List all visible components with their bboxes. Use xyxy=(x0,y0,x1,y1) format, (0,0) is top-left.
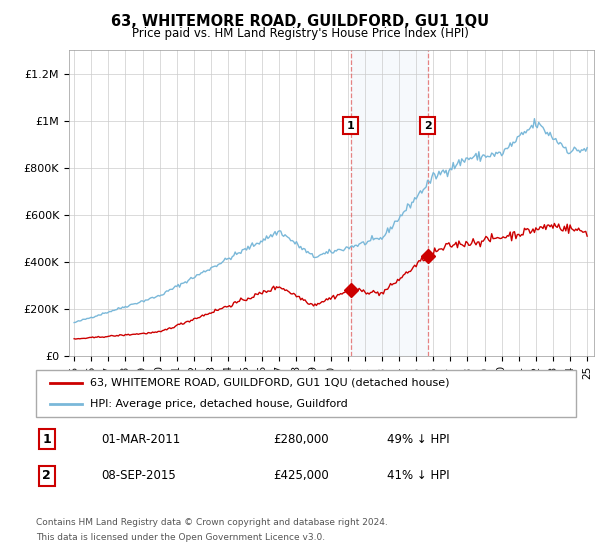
Text: 08-SEP-2015: 08-SEP-2015 xyxy=(101,469,176,482)
Text: 01-MAR-2011: 01-MAR-2011 xyxy=(101,433,180,446)
Text: 1: 1 xyxy=(347,120,355,130)
Text: Price paid vs. HM Land Registry's House Price Index (HPI): Price paid vs. HM Land Registry's House … xyxy=(131,27,469,40)
Text: £425,000: £425,000 xyxy=(274,469,329,482)
Text: 49% ↓ HPI: 49% ↓ HPI xyxy=(387,433,449,446)
Text: 2: 2 xyxy=(43,469,51,482)
Text: This data is licensed under the Open Government Licence v3.0.: This data is licensed under the Open Gov… xyxy=(36,533,325,542)
FancyBboxPatch shape xyxy=(36,370,576,417)
Text: 1: 1 xyxy=(43,433,51,446)
Text: 41% ↓ HPI: 41% ↓ HPI xyxy=(387,469,449,482)
Text: 2: 2 xyxy=(424,120,431,130)
Text: HPI: Average price, detached house, Guildford: HPI: Average price, detached house, Guil… xyxy=(90,399,348,409)
Text: £280,000: £280,000 xyxy=(274,433,329,446)
Text: Contains HM Land Registry data © Crown copyright and database right 2024.: Contains HM Land Registry data © Crown c… xyxy=(36,518,388,527)
Text: 63, WHITEMORE ROAD, GUILDFORD, GU1 1QU (detached house): 63, WHITEMORE ROAD, GUILDFORD, GU1 1QU (… xyxy=(90,378,449,388)
Bar xyxy=(350,50,428,356)
Text: 63, WHITEMORE ROAD, GUILDFORD, GU1 1QU: 63, WHITEMORE ROAD, GUILDFORD, GU1 1QU xyxy=(111,14,489,29)
